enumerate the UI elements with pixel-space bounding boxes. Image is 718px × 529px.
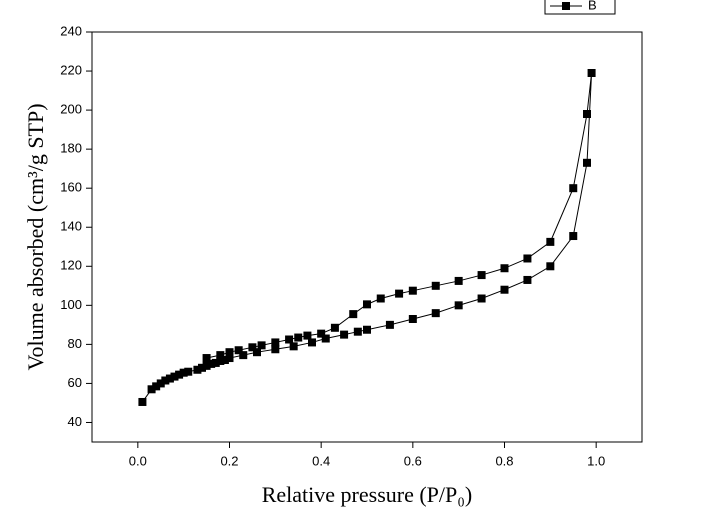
legend-label: B [588,0,597,12]
data-point [216,356,225,365]
data-point [303,331,312,340]
x-tick-label: 0.2 [220,453,238,468]
legend-box [544,0,616,15]
x-tick-label: 1.0 [587,453,605,468]
data-point [248,343,257,352]
data-point [500,285,509,294]
data-point [271,338,280,347]
data-point [207,359,216,368]
data-point [583,158,591,167]
data-point [569,232,578,241]
data-point [294,333,303,342]
data-point [179,368,188,377]
x-tick-label: 0.4 [312,453,330,468]
data-point [546,237,555,246]
data-point [198,363,206,372]
data-point [170,372,179,381]
data-point [253,348,261,357]
data-point [454,301,463,310]
data-point [211,358,220,367]
data-point [408,315,417,323]
data-point [308,338,316,347]
data-point [216,351,225,360]
y-tick-label: 120 [60,258,82,273]
y-tick-label: 160 [60,180,82,195]
data-point [147,385,156,394]
data-point [152,382,161,391]
data-point [431,309,440,318]
y-tick-label: 220 [60,62,82,77]
data-point [289,342,298,351]
data-point [317,329,326,338]
data-point [353,327,362,336]
data-point [225,354,234,363]
plot-frame [91,31,643,443]
data-point [587,69,596,77]
y-axis-label: Volume absorbed (cm³/g STP) [23,103,48,370]
data-point [257,341,266,350]
data-point [161,376,170,385]
data-point [202,354,211,363]
data-point [376,294,385,303]
data-point [175,370,184,379]
data-point [477,294,486,303]
data-point [225,348,234,357]
data-point [477,271,486,280]
data-point [285,335,294,344]
data-point [385,320,394,329]
y-tick-label: 180 [60,141,82,156]
data-point [431,281,440,290]
data-point [193,365,202,374]
data-point [408,286,417,295]
y-tick-label: 240 [60,23,82,38]
data-point [321,334,330,343]
data-point [500,264,509,273]
data-point [220,356,229,364]
data-point [546,262,555,271]
x-tick-label: 0.8 [495,453,513,468]
data-point [234,346,243,355]
data-point [156,379,165,388]
data-point [454,276,463,285]
x-tick-label: 0.6 [404,453,422,468]
y-tick-label: 60 [68,375,82,390]
x-tick-label: 0.0 [129,453,147,468]
data-point [138,397,147,406]
y-tick-label: 200 [60,102,82,117]
data-point [165,374,174,383]
legend-marker [562,2,570,10]
data-point [395,289,404,298]
data-point [330,323,339,332]
data-point [202,361,211,370]
data-point [523,254,532,263]
y-tick-label: 140 [60,219,82,234]
data-point [363,300,371,309]
data-point [184,367,193,376]
x-axis-label: Relative pressure (P/P₀) [262,482,473,507]
series-line [142,72,593,403]
y-tick-label: 80 [68,336,82,351]
y-tick-label: 100 [60,297,82,312]
y-tick-label: 40 [68,414,82,429]
data-point [239,351,248,360]
data-point [523,275,532,284]
data-point [363,325,371,334]
data-point [340,330,349,339]
data-point [569,184,578,193]
data-point [349,310,358,319]
data-point [271,345,280,354]
data-point [583,110,591,118]
